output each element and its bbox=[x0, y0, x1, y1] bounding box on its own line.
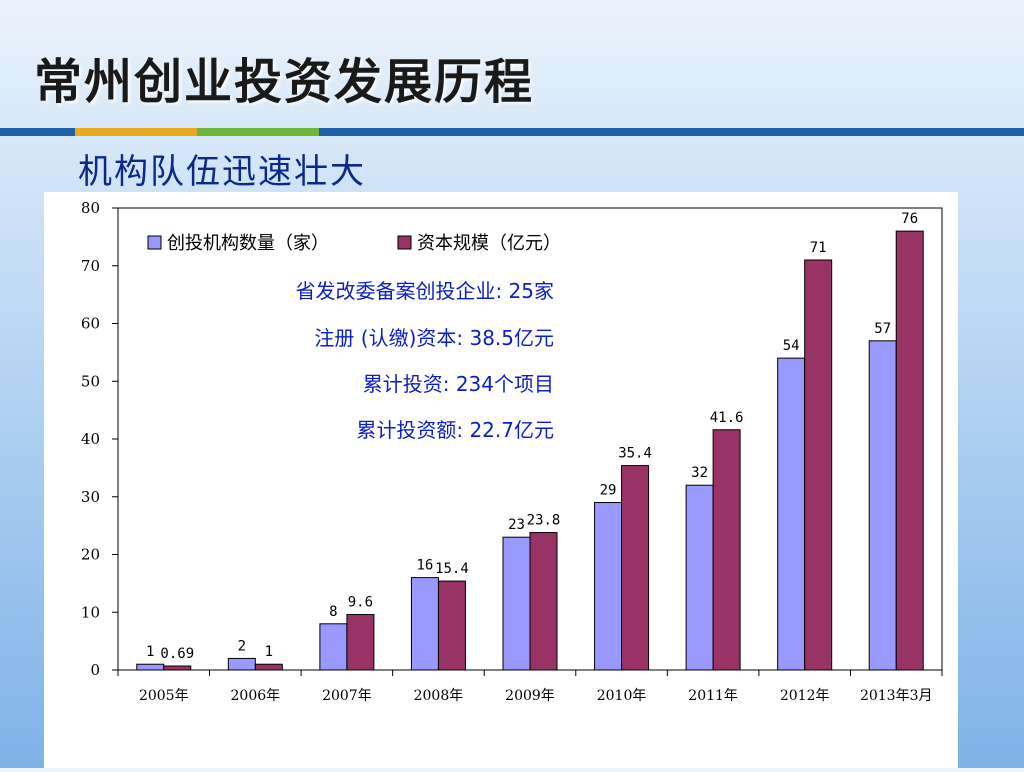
y-tick-label: 40 bbox=[81, 430, 100, 448]
data-label-capital-scale: 0.69 bbox=[160, 646, 194, 662]
data-label-capital-scale: 9.6 bbox=[348, 595, 373, 611]
bar-org-count bbox=[319, 623, 348, 671]
bar-org-count bbox=[777, 357, 806, 671]
y-tick-label: 10 bbox=[81, 603, 100, 621]
legend-swatch bbox=[397, 235, 412, 250]
annotation-text: 注册 (认缴)资本: 38.5亿元 bbox=[314, 326, 554, 350]
annotation-text: 省发改委备案创投企业: 25家 bbox=[295, 279, 554, 303]
data-label-capital-scale: 41.6 bbox=[710, 410, 744, 426]
data-label-capital-scale: 15.4 bbox=[435, 561, 469, 577]
data-label-org-count: 54 bbox=[783, 338, 800, 354]
bar-org-count bbox=[685, 484, 714, 671]
strip-segment bbox=[319, 128, 1024, 136]
data-label-org-count: 1 bbox=[146, 644, 154, 660]
bar-org-count bbox=[227, 657, 256, 671]
x-category-label: 2010年 bbox=[597, 688, 647, 704]
y-tick-label: 0 bbox=[90, 661, 100, 679]
data-label-org-count: 32 bbox=[691, 465, 708, 481]
x-category-label: 2006年 bbox=[231, 688, 281, 704]
legend-label: 创投机构数量（家） bbox=[167, 233, 329, 254]
bar-capital-scale bbox=[895, 230, 924, 671]
data-label-org-count: 16 bbox=[417, 558, 434, 574]
x-category-label: 2009年 bbox=[505, 688, 555, 704]
title-divider-strip bbox=[0, 128, 1024, 136]
data-label-org-count: 23 bbox=[508, 517, 525, 533]
x-category-label: 2013年3月 bbox=[860, 688, 933, 704]
strip-segment bbox=[75, 128, 197, 136]
data-label-org-count: 2 bbox=[238, 638, 246, 654]
legend-swatch bbox=[147, 235, 162, 250]
y-tick-label: 20 bbox=[81, 546, 100, 564]
bar-capital-scale bbox=[804, 259, 833, 671]
data-label-org-count: 29 bbox=[600, 483, 617, 499]
chart-panel: 0 10 20 30 40 50 60 70 80 1 0.69 2005年 2 1 2006年 8 9.6 20… bbox=[44, 192, 958, 768]
bar-capital-scale bbox=[529, 532, 558, 671]
data-label-capital-scale: 35.4 bbox=[618, 446, 652, 462]
bar-org-count bbox=[502, 536, 531, 671]
y-tick-label: 30 bbox=[81, 488, 100, 506]
data-label-capital-scale: 1 bbox=[265, 644, 273, 660]
strip-segment bbox=[197, 128, 319, 136]
x-category-label: 2005年 bbox=[139, 688, 189, 704]
strip-segment bbox=[0, 128, 75, 136]
data-label-org-count: 8 bbox=[329, 604, 337, 620]
bar-chart: 0 10 20 30 40 50 60 70 80 1 0.69 2005年 2 1 2006年 8 9.6 20… bbox=[81, 199, 943, 704]
y-tick-label: 50 bbox=[81, 372, 100, 390]
data-label-capital-scale: 71 bbox=[810, 240, 827, 256]
data-label-capital-scale: 23.8 bbox=[527, 513, 561, 529]
bar-org-count bbox=[594, 502, 623, 671]
x-category-label: 2007年 bbox=[322, 688, 372, 704]
x-category-label: 2011年 bbox=[688, 688, 738, 704]
annotation-text: 累计投资: 234个项目 bbox=[363, 372, 554, 396]
bar-org-count bbox=[136, 663, 165, 671]
x-category-label: 2008年 bbox=[414, 688, 464, 704]
annotation-text: 累计投资额: 22.7亿元 bbox=[356, 418, 554, 442]
data-label-capital-scale: 76 bbox=[901, 211, 918, 227]
y-tick-label: 80 bbox=[81, 199, 100, 217]
x-category-label: 2012年 bbox=[780, 688, 830, 704]
page-title: 常州创业投资发展历程 bbox=[34, 54, 535, 110]
slide-subtitle: 机构队伍迅速壮大 bbox=[78, 152, 366, 192]
bar-capital-scale bbox=[712, 429, 741, 671]
y-tick-label: 60 bbox=[81, 315, 100, 333]
bar-org-count bbox=[868, 340, 897, 671]
data-label-org-count: 57 bbox=[874, 321, 891, 337]
bar-capital-scale bbox=[163, 665, 192, 671]
bar-capital-scale bbox=[437, 580, 466, 671]
y-tick-label: 70 bbox=[81, 257, 100, 275]
legend-label: 资本规模（亿元） bbox=[417, 233, 561, 254]
bar-capital-scale bbox=[346, 614, 375, 671]
bar-capital-scale bbox=[254, 663, 283, 671]
bar-capital-scale bbox=[621, 465, 650, 671]
bar-org-count bbox=[410, 577, 439, 671]
